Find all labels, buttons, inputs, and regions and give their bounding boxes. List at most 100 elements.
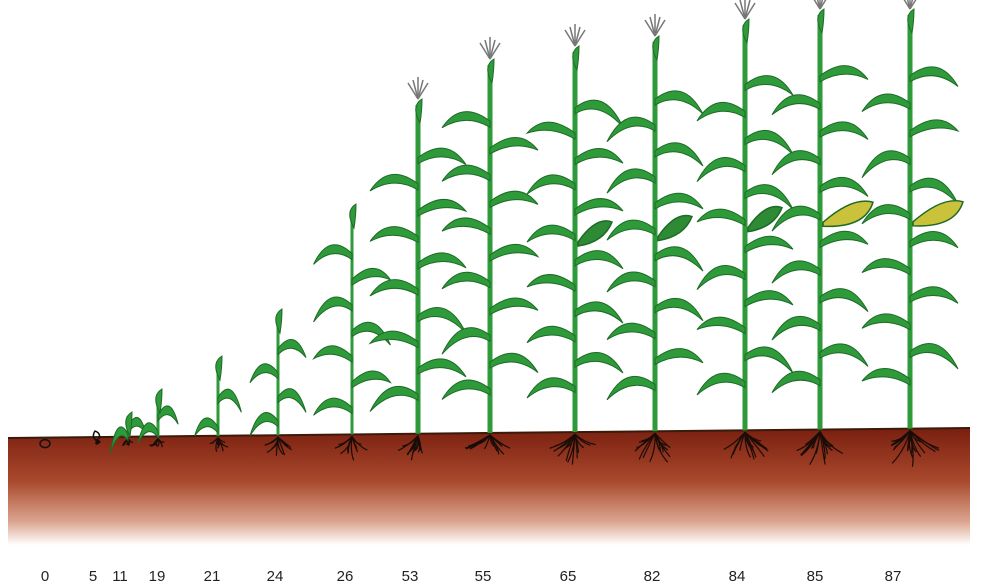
- leaf: [442, 380, 490, 400]
- leaf: [607, 117, 655, 142]
- leaf: [607, 169, 655, 193]
- leaf: [314, 398, 352, 415]
- corn-plant: [607, 14, 703, 462]
- leaf: [820, 231, 868, 247]
- leaf: [697, 102, 745, 120]
- corn-plant: [370, 77, 466, 460]
- leaf: [370, 280, 418, 296]
- leaf: [820, 177, 868, 196]
- leaf: [418, 199, 466, 216]
- leaf: [607, 323, 655, 339]
- ear: [578, 221, 612, 246]
- leaf: [527, 378, 575, 398]
- leaf: [442, 328, 490, 355]
- leaf: [442, 272, 490, 289]
- stage-label: 5: [89, 568, 97, 585]
- stage-label: 84: [729, 568, 746, 585]
- stage-label: 87: [885, 568, 902, 585]
- leaf: [314, 245, 352, 265]
- leaf: [442, 165, 490, 181]
- leaf: [418, 359, 466, 377]
- corn-plant: [697, 0, 793, 460]
- leaf: [655, 91, 703, 114]
- leaf: [370, 174, 418, 191]
- leaf: [352, 371, 390, 388]
- leaf: [527, 122, 575, 139]
- leaf: [278, 389, 306, 413]
- leaf: [862, 151, 910, 178]
- leaf: [910, 67, 958, 87]
- leaf: [745, 347, 793, 373]
- leaf: [697, 209, 745, 225]
- leaf: [772, 151, 820, 175]
- leaf: [527, 225, 575, 242]
- ear: [913, 201, 963, 226]
- leaf: [418, 148, 466, 164]
- leaf: [820, 122, 868, 140]
- leaf: [697, 157, 745, 181]
- leaf: [745, 130, 793, 154]
- leaf: [697, 266, 745, 290]
- corn-plant: [772, 0, 873, 465]
- stage-label: 65: [560, 568, 577, 585]
- leaf: [820, 289, 868, 312]
- leaf: [745, 76, 793, 96]
- stage-label: 85: [807, 568, 824, 585]
- corn-plant: [250, 309, 306, 456]
- corn-growth-illustration: 05111921242653556582848587: [0, 0, 984, 585]
- ear: [748, 207, 782, 232]
- leaf: [370, 386, 418, 411]
- corn-plant: [442, 37, 538, 454]
- leaf: [655, 143, 703, 166]
- leaf: [314, 346, 352, 362]
- leaf: [442, 218, 490, 234]
- stage-label: 19: [149, 568, 166, 585]
- leaf: [655, 349, 703, 365]
- leaf: [910, 232, 958, 248]
- leaf: [655, 193, 703, 209]
- leaf: [655, 298, 703, 320]
- leaf: [575, 352, 623, 372]
- stage-label: 82: [644, 568, 661, 585]
- leaf: [772, 261, 820, 283]
- leaf: [910, 344, 958, 369]
- leaf: [772, 316, 820, 340]
- leaf: [862, 94, 910, 112]
- plants: [40, 0, 963, 467]
- leaf: [910, 178, 958, 204]
- leaf: [314, 297, 352, 322]
- leaf: [418, 308, 466, 334]
- leaf: [527, 326, 575, 342]
- leaf: [490, 138, 538, 154]
- leaf: [575, 251, 623, 269]
- stage-label: 55: [475, 568, 492, 585]
- leaf: [370, 227, 418, 243]
- leaf: [527, 175, 575, 194]
- corn-plant: [314, 204, 391, 460]
- leaf: [862, 368, 910, 385]
- leaf: [607, 376, 655, 399]
- corn-plant: [862, 0, 963, 467]
- ear: [658, 216, 692, 241]
- stage-label: 53: [402, 568, 419, 585]
- leaf: [655, 247, 703, 271]
- stage-label: 0: [41, 568, 49, 585]
- stage-label: 21: [204, 568, 221, 585]
- leaf: [490, 353, 538, 372]
- leaf: [607, 220, 655, 240]
- leaf: [575, 149, 623, 165]
- page: 05111921242653556582848587 (() => { cons…: [0, 0, 984, 585]
- ear: [823, 201, 873, 226]
- leaf: [697, 373, 745, 395]
- leaf: [772, 371, 820, 392]
- stage-label: 24: [267, 568, 284, 585]
- leaf: [218, 389, 241, 412]
- leaf: [442, 112, 490, 128]
- leaf: [195, 418, 218, 436]
- leaf: [250, 413, 278, 436]
- stage-label: 11: [112, 568, 128, 585]
- leaf: [575, 302, 623, 323]
- leaf: [575, 199, 623, 216]
- leaf: [862, 314, 910, 330]
- leaf: [490, 244, 538, 261]
